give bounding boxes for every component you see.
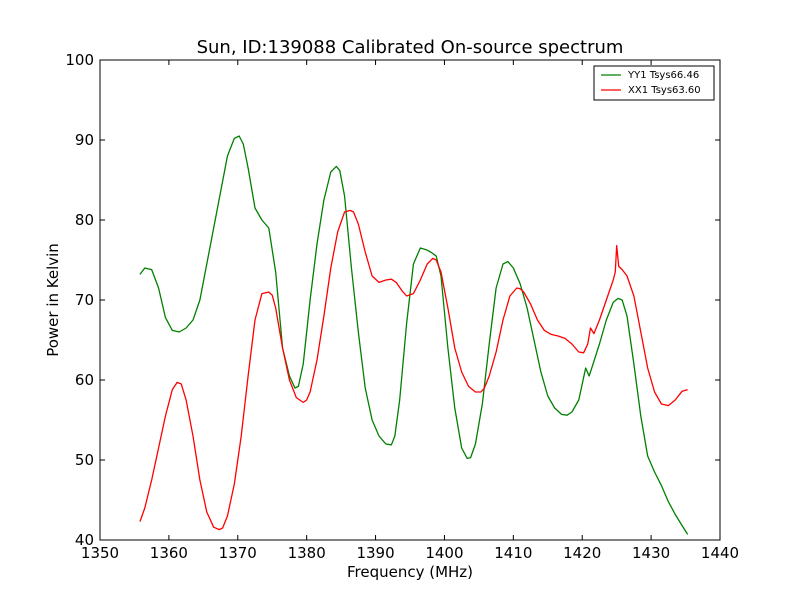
y-tick-label: 100 xyxy=(65,51,94,69)
y-tick-label: 90 xyxy=(75,131,94,149)
y-tick-label: 70 xyxy=(75,291,94,309)
y-tick-label: 80 xyxy=(75,211,94,229)
x-axis-label: Frequency (MHz) xyxy=(347,563,473,581)
legend-label-yy1: YY1 Tsys66.46 xyxy=(627,70,699,81)
chart-title: Sun, ID:139088 Calibrated On-source spec… xyxy=(197,37,624,58)
y-axis-label: Power in Kelvin xyxy=(44,243,62,357)
x-tick-label: 1370 xyxy=(219,544,257,562)
x-tick-label: 1380 xyxy=(288,544,326,562)
x-tick-label: 1430 xyxy=(632,544,670,562)
series-line-1 xyxy=(139,209,688,531)
legend-label-xx1: XX1 Tsys63.60 xyxy=(628,85,701,96)
x-axis: 1350 1360 1370 1380 1390 1400 1410 1420 1430 1440 xyxy=(81,60,739,562)
plot-lines xyxy=(139,135,689,535)
x-tick-label: 1400 xyxy=(425,544,463,562)
x-tick-label: 1420 xyxy=(563,544,601,562)
y-tick-label: 60 xyxy=(75,371,94,389)
x-tick-label: 1360 xyxy=(150,544,188,562)
x-tick-label: 1410 xyxy=(494,544,532,562)
legend-box xyxy=(593,65,715,101)
x-tick-label: 1390 xyxy=(356,544,394,562)
y-axis: 40 50 60 70 80 90 100 xyxy=(65,51,720,549)
x-tick-label: 1440 xyxy=(701,544,739,562)
x-tick-label: 1350 xyxy=(81,544,119,562)
y-tick-label: 40 xyxy=(75,531,94,549)
y-tick-label: 50 xyxy=(75,451,94,469)
legend: YY1 Tsys66.46 XX1 Tsys63.60 xyxy=(593,65,715,101)
series-line-0 xyxy=(139,135,689,535)
